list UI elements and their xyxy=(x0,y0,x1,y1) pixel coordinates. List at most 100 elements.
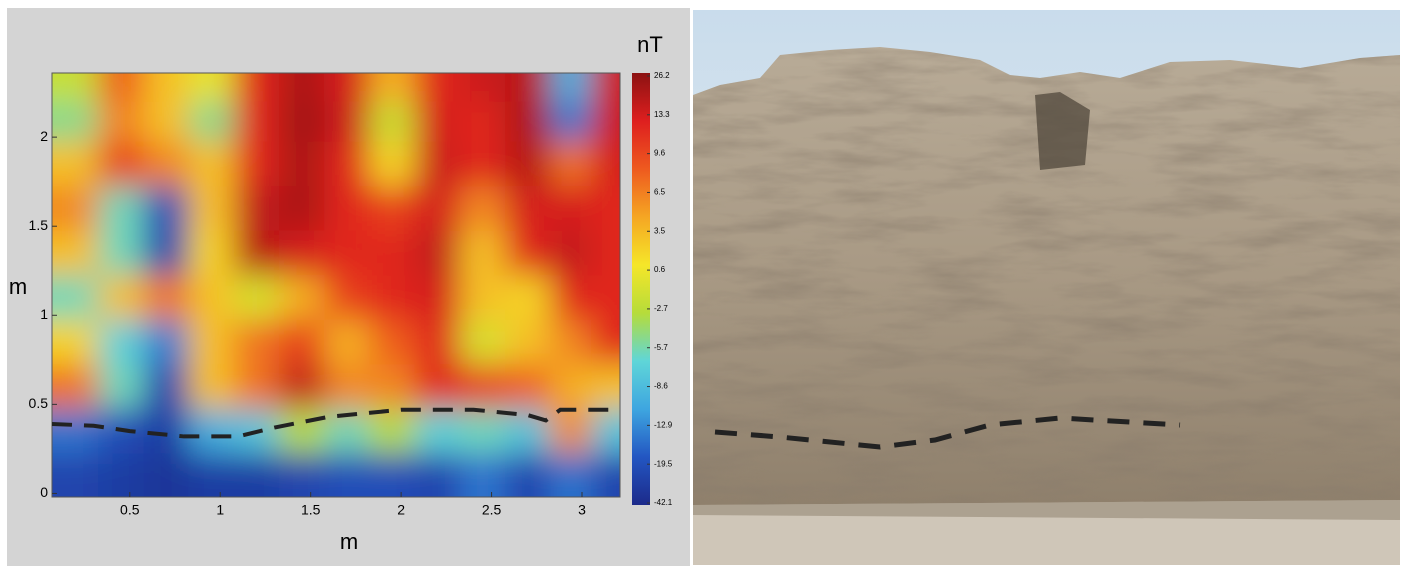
heat-cell xyxy=(324,142,370,187)
heat-cell xyxy=(369,320,415,365)
colorbar-tick-label: -12.9 xyxy=(654,420,673,429)
heat-cell xyxy=(415,364,461,409)
heat-cell xyxy=(234,320,280,365)
heat-cell xyxy=(460,320,506,365)
heat-cell xyxy=(460,364,506,409)
heat-cell xyxy=(324,231,370,276)
heat-cell xyxy=(460,409,506,454)
heat-cell xyxy=(505,320,551,365)
colorbar-title: nT xyxy=(637,32,663,57)
heat-cell xyxy=(324,364,370,409)
heat-cell xyxy=(369,275,415,320)
heat-cell xyxy=(98,275,144,320)
heat-cell xyxy=(189,231,235,276)
colorbar-tick-label: 0.6 xyxy=(654,265,666,274)
heat-cell xyxy=(505,409,551,454)
heat-cell xyxy=(505,142,551,187)
photo xyxy=(693,10,1400,565)
heat-cell xyxy=(143,186,189,231)
x-tick-label: 1 xyxy=(216,502,224,518)
colorbar-tick-label: 9.6 xyxy=(654,149,666,158)
colorbar-tick-label: -2.7 xyxy=(654,304,668,313)
heat-cell xyxy=(98,320,144,365)
heat-cell xyxy=(189,142,235,187)
heat-cell xyxy=(415,186,461,231)
y-tick-label: 1 xyxy=(40,306,48,322)
heat-cell xyxy=(98,231,144,276)
heat-cell xyxy=(143,231,189,276)
heat-cell xyxy=(279,186,325,231)
colorbar-tick-label: -42.1 xyxy=(654,498,673,507)
heat-cell xyxy=(143,102,189,143)
x-tick-label: 2 xyxy=(397,502,405,518)
y-tick-label: 0 xyxy=(40,484,48,500)
heat-cell xyxy=(505,364,551,409)
heat-cell xyxy=(279,102,325,143)
heat-cell xyxy=(279,320,325,365)
heat-cell xyxy=(505,275,551,320)
heat-cell xyxy=(279,409,325,454)
heat-cell xyxy=(505,231,551,276)
heat-cell xyxy=(550,142,591,187)
heat-cell xyxy=(415,102,461,143)
heat-cell xyxy=(415,142,461,187)
heat-cell xyxy=(143,142,189,187)
heat-cell xyxy=(550,186,591,231)
colorbar-tick-label: -19.5 xyxy=(654,459,673,468)
heat-cell xyxy=(550,231,591,276)
y-tick-label: 2 xyxy=(40,128,48,144)
heat-cell xyxy=(415,409,461,454)
heat-cell xyxy=(279,231,325,276)
heat-cell xyxy=(415,320,461,365)
heat-cell xyxy=(189,320,235,365)
heat-cell xyxy=(460,142,506,187)
heat-cell xyxy=(98,364,144,409)
figure: m m nT 26.213.39.66.53.50.6-2.7-5.7-8.6-… xyxy=(0,0,1410,569)
heat-cell xyxy=(234,364,280,409)
heat-cell xyxy=(189,364,235,409)
heat-cell xyxy=(98,142,144,187)
colorbar-tick-label: 3.5 xyxy=(654,226,666,235)
colorbar xyxy=(632,73,650,505)
heat-cell xyxy=(234,231,280,276)
heat-cell xyxy=(415,275,461,320)
heat-cell xyxy=(234,102,280,143)
heat-cell xyxy=(369,409,415,454)
heat-cell xyxy=(460,102,506,143)
heat-cell xyxy=(189,186,235,231)
heat-cell xyxy=(143,275,189,320)
heat-cell xyxy=(369,186,415,231)
heat-cell xyxy=(234,275,280,320)
heat-cell xyxy=(324,275,370,320)
heat-cell xyxy=(550,102,591,143)
heat-cell xyxy=(460,186,506,231)
heat-cell xyxy=(505,102,551,143)
colorbar-tick-label: 13.3 xyxy=(654,110,670,119)
y-tick-label: 1.5 xyxy=(29,217,49,233)
heat-cell xyxy=(369,102,415,143)
heat-cell xyxy=(143,320,189,365)
x-tick-label: 0.5 xyxy=(120,502,140,518)
heat-cell xyxy=(98,102,144,143)
heat-cell xyxy=(189,102,235,143)
heat-cell xyxy=(279,142,325,187)
heat-cell xyxy=(550,409,591,454)
heat-cell xyxy=(460,275,506,320)
heat-cell xyxy=(369,231,415,276)
y-axis-label: m xyxy=(9,274,27,299)
heat-cell xyxy=(98,186,144,231)
heat-cell xyxy=(505,186,551,231)
heat-cell xyxy=(369,364,415,409)
heat-cell xyxy=(143,364,189,409)
x-tick-label: 1.5 xyxy=(301,502,321,518)
x-axis-label: m xyxy=(340,529,358,554)
heat-cell xyxy=(234,186,280,231)
colorbar-tick-label: -8.6 xyxy=(654,382,668,391)
heat-cell xyxy=(324,102,370,143)
x-tick-label: 2.5 xyxy=(482,502,502,518)
heat-cell xyxy=(279,364,325,409)
heatmap xyxy=(12,33,661,538)
colorbar-tick-label: 6.5 xyxy=(654,188,666,197)
heat-cell xyxy=(550,364,591,409)
heat-cell xyxy=(550,320,591,365)
